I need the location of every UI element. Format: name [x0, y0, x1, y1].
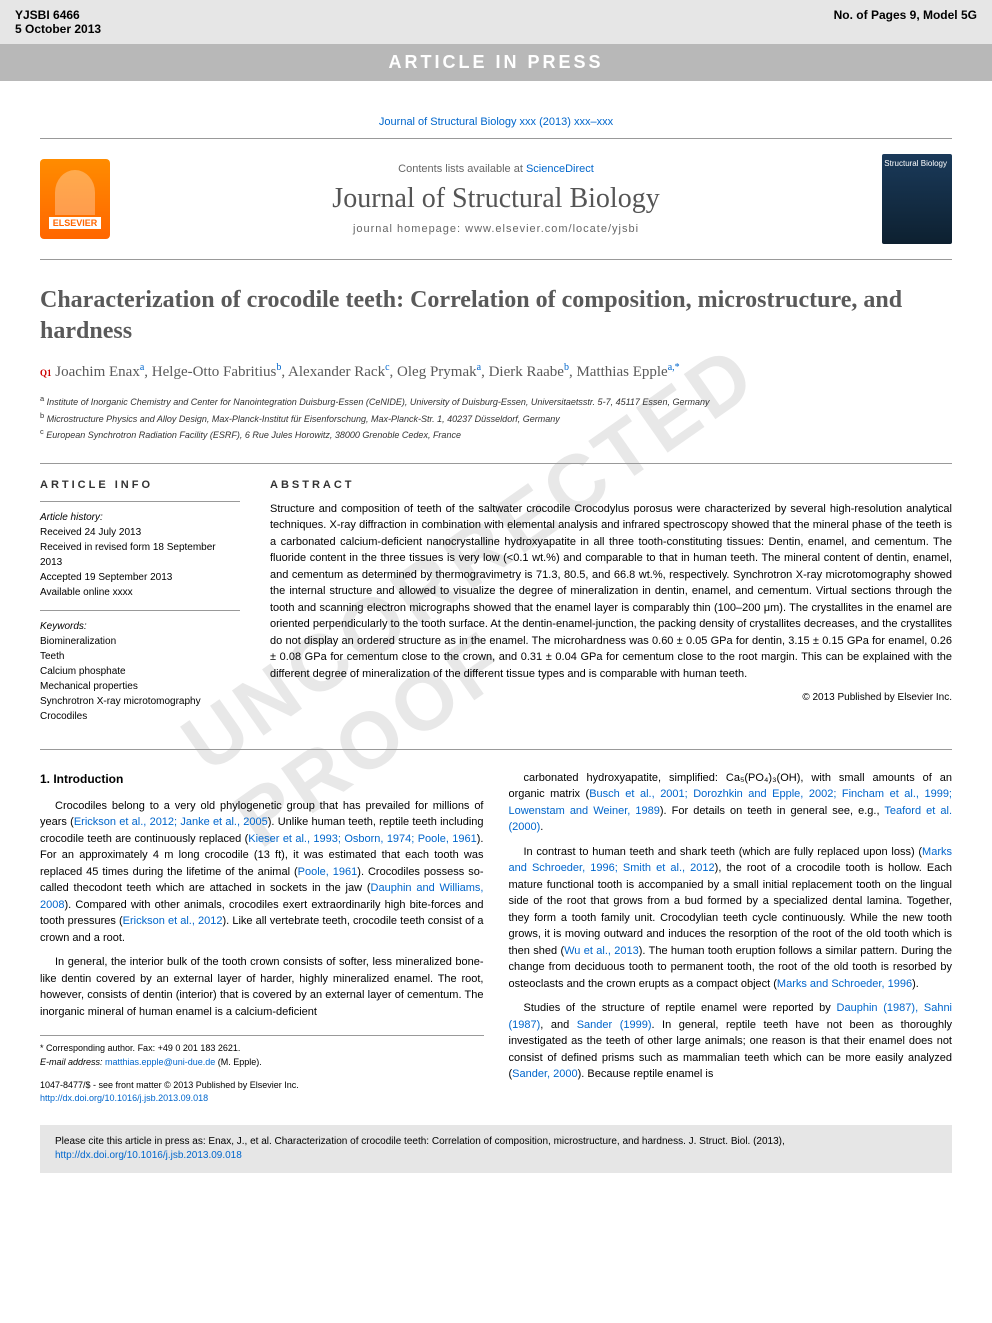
article-info-heading: ARTICLE INFO — [40, 479, 240, 491]
author: Joachim Enaxa, — [55, 364, 148, 380]
citation-link[interactable]: Sander, 2000 — [512, 1068, 577, 1080]
doi-link[interactable]: http://dx.doi.org/10.1016/j.jsb.2013.09.… — [40, 1093, 208, 1103]
paragraph: carbonated hydroxyapatite, simplified: C… — [509, 770, 953, 836]
keyword: Synchrotron X-ray microtomography — [40, 694, 240, 709]
journal-name: Journal of Structural Biology — [110, 183, 882, 215]
article-in-press-banner: ARTICLE IN PRESS — [0, 44, 992, 81]
copyright: © 2013 Published by Elsevier Inc. — [270, 692, 952, 703]
affiliation: a Institute of Inorganic Chemistry and C… — [40, 393, 952, 410]
body-text: 1. Introduction Crocodiles belong to a v… — [40, 770, 952, 1105]
keyword: Crocodiles — [40, 709, 240, 724]
citation-link[interactable]: Sander (1999) — [577, 1019, 652, 1031]
history-label: Article history: — [40, 510, 240, 525]
article-info-panel: ARTICLE INFO Article history: Received 2… — [40, 479, 240, 734]
intro-heading: 1. Introduction — [40, 770, 484, 788]
author: Alexander Rackc, — [285, 364, 393, 380]
page-count: No. of Pages 9, Model 5G — [834, 8, 977, 36]
author: Helge-Otto Fabritiusb, — [148, 364, 285, 380]
keywords-label: Keywords: — [40, 619, 240, 634]
keyword: Mechanical properties — [40, 679, 240, 694]
abstract-text: Structure and composition of teeth of th… — [270, 501, 952, 683]
authors-list: Q1 Joachim Enaxa, Helge-Otto Fabritiusb,… — [40, 362, 952, 381]
citation-link[interactable]: Dauphin (1987), Sahni (1987) — [509, 1002, 953, 1031]
citation-link[interactable]: Erickson et al., 2012 — [123, 915, 223, 927]
journal-citation: Journal of Structural Biology xxx (2013)… — [40, 116, 952, 128]
affiliation: c European Synchrotron Radiation Facilit… — [40, 426, 952, 443]
journal-homepage: journal homepage: www.elsevier.com/locat… — [110, 223, 882, 235]
elsevier-logo: ELSEVIER — [40, 159, 110, 239]
citation-link[interactable]: Marks and Schroeder, 1996; Smith et al.,… — [509, 846, 953, 875]
footnote: * Corresponding author. Fax: +49 0 201 1… — [40, 1035, 484, 1069]
citation-link[interactable]: Marks and Schroeder, 1996 — [777, 978, 912, 990]
paragraph: In general, the interior bulk of the too… — [40, 954, 484, 1020]
citation-link[interactable]: Wu et al., 2013 — [564, 945, 639, 957]
citation-box: Please cite this article in press as: En… — [40, 1125, 952, 1173]
abstract-panel: ABSTRACT Structure and composition of te… — [270, 479, 952, 734]
journal-cover-image: Structural Biology — [882, 154, 952, 244]
affiliation: b Microstructure Physics and Alloy Desig… — [40, 410, 952, 427]
right-column: carbonated hydroxyapatite, simplified: C… — [509, 770, 953, 1105]
affiliations: a Institute of Inorganic Chemistry and C… — [40, 393, 952, 443]
citation-link[interactable]: Dauphin and Williams, 2008 — [40, 882, 484, 911]
history-item: Received 24 July 2013 — [40, 525, 240, 540]
copyright-info: 1047-8477/$ - see front matter © 2013 Pu… — [40, 1079, 484, 1104]
history-item: Available online xxxx — [40, 585, 240, 600]
sciencedirect-link[interactable]: ScienceDirect — [526, 163, 594, 175]
article-title: Characterization of crocodile teeth: Cor… — [40, 285, 952, 347]
top-bar: YJSBI 6466 5 October 2013 No. of Pages 9… — [0, 0, 992, 44]
citation-link[interactable]: Kieser et al., 1993; Osborn, 1974; Poole… — [248, 833, 477, 845]
email-link[interactable]: matthias.epple@uni-due.de — [105, 1057, 215, 1067]
citation-link[interactable]: Poole, 1961 — [298, 866, 358, 878]
keyword: Biomineralization — [40, 634, 240, 649]
paragraph: In contrast to human teeth and shark tee… — [509, 844, 953, 993]
history-item: Accepted 19 September 2013 — [40, 570, 240, 585]
keyword: Teeth — [40, 649, 240, 664]
cite-doi-link[interactable]: http://dx.doi.org/10.1016/j.jsb.2013.09.… — [55, 1150, 242, 1161]
author: Matthias Epplea,* — [573, 364, 680, 380]
author: Oleg Prymaka, — [393, 364, 485, 380]
journal-header: ELSEVIER Contents lists available at Sci… — [40, 138, 952, 260]
keyword: Calcium phosphate — [40, 664, 240, 679]
left-column: 1. Introduction Crocodiles belong to a v… — [40, 770, 484, 1105]
author: Dierk Raabeb, — [485, 364, 573, 380]
contents-line: Contents lists available at ScienceDirec… — [110, 163, 882, 175]
paragraph: Studies of the structure of reptile enam… — [509, 1000, 953, 1083]
paragraph: Crocodiles belong to a very old phylogen… — [40, 798, 484, 947]
date: 5 October 2013 — [15, 22, 101, 36]
abstract-heading: ABSTRACT — [270, 479, 952, 491]
history-item: Received in revised form 18 September 20… — [40, 540, 240, 570]
corresponding-author: * Corresponding author. Fax: +49 0 201 1… — [40, 1042, 484, 1056]
citation-link[interactable]: Erickson et al., 2012; Janke et al., 200… — [74, 816, 268, 828]
journal-code: YJSBI 6466 — [15, 8, 101, 22]
